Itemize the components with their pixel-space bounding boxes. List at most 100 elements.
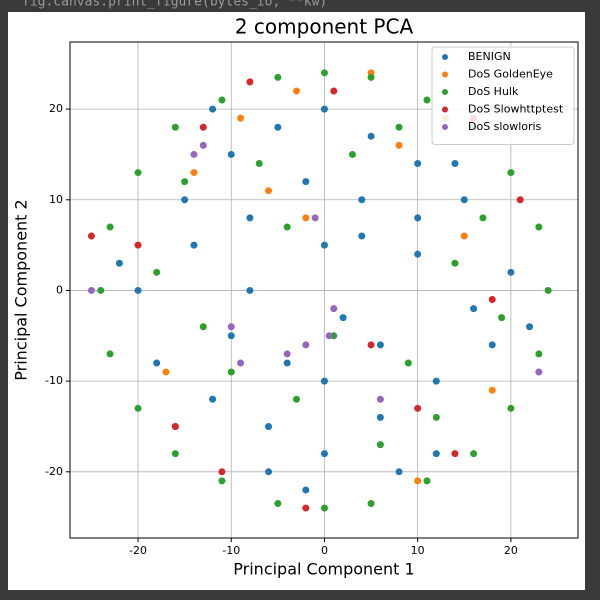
point: [134, 286, 142, 294]
point: [451, 450, 459, 458]
point: [432, 450, 440, 458]
point: [535, 350, 543, 358]
point: [432, 377, 440, 385]
legend-marker: [442, 89, 448, 95]
point: [293, 87, 301, 95]
point: [227, 323, 235, 331]
x-tick-label: -20: [129, 544, 147, 557]
point: [302, 486, 310, 494]
point: [302, 504, 310, 512]
x-tick-label: 10: [411, 544, 425, 557]
code-line: fig.canvas.print_figure(bytes_io, **kw): [22, 0, 327, 10]
point: [171, 422, 179, 430]
y-axis-label: Principal Component 2: [12, 199, 31, 380]
legend-label: DoS Hulk: [468, 85, 519, 98]
x-tick-label: 20: [504, 544, 518, 557]
point: [367, 341, 375, 349]
legend-box: [431, 46, 575, 145]
chart-title: 2 component PCA: [235, 15, 414, 39]
point: [544, 286, 552, 294]
point: [535, 223, 543, 231]
point: [181, 178, 189, 186]
point: [414, 477, 422, 485]
point: [302, 178, 310, 186]
point: [274, 500, 282, 508]
point: [199, 123, 207, 131]
x-tick-label: -10: [222, 544, 240, 557]
point: [171, 123, 179, 131]
point: [488, 386, 496, 394]
y-tick-label: -10: [45, 374, 63, 387]
point: [330, 87, 338, 95]
legend-label: DoS GoldenEye: [468, 68, 553, 81]
point: [134, 169, 142, 177]
point: [376, 413, 384, 421]
point: [246, 286, 254, 294]
point: [274, 123, 282, 131]
point: [423, 96, 431, 104]
point: [395, 123, 403, 131]
point: [199, 323, 207, 331]
point: [199, 141, 207, 149]
point: [97, 286, 105, 294]
legend-marker: [442, 71, 448, 78]
y-tick-label: 20: [49, 102, 63, 115]
point: [115, 259, 123, 267]
point: [507, 404, 515, 412]
point: [470, 305, 478, 313]
point: [320, 241, 328, 249]
point: [302, 214, 310, 222]
point: [283, 359, 291, 367]
point: [274, 73, 282, 81]
point: [106, 350, 114, 358]
point: [320, 504, 328, 512]
legend-label: DoS slowloris: [468, 120, 542, 133]
point: [348, 150, 356, 158]
point: [460, 232, 468, 240]
point: [283, 350, 291, 358]
point: [218, 477, 226, 485]
point: [479, 214, 487, 222]
point: [451, 160, 459, 168]
point: [237, 114, 245, 122]
point: [325, 332, 333, 340]
y-tick-label: 0: [56, 283, 63, 296]
y-tick-label: -20: [45, 465, 63, 478]
point: [320, 105, 328, 113]
point: [293, 395, 301, 403]
point: [423, 477, 431, 485]
point: [358, 196, 366, 204]
point: [498, 314, 506, 322]
legend-label: DoS Slowhttptest: [468, 103, 564, 116]
y-tick-label: 10: [49, 193, 63, 206]
point: [209, 395, 217, 403]
point: [218, 468, 226, 476]
point: [320, 377, 328, 385]
x-tick-label: 0: [321, 544, 328, 557]
point: [153, 359, 161, 367]
point: [134, 241, 142, 249]
point: [470, 450, 478, 458]
point: [526, 323, 534, 331]
point: [395, 468, 403, 476]
point: [367, 73, 375, 81]
point: [516, 196, 524, 204]
point: [255, 160, 263, 168]
point: [460, 196, 468, 204]
point: [311, 214, 319, 222]
point: [218, 96, 226, 104]
point: [190, 169, 198, 177]
point: [404, 359, 412, 367]
point: [414, 250, 422, 258]
point: [227, 332, 235, 340]
legend-marker: [442, 54, 448, 60]
point: [451, 259, 459, 267]
point: [376, 341, 384, 349]
x-axis-label: Principal Component 1: [233, 560, 414, 579]
point: [171, 450, 179, 458]
legend-marker: [442, 106, 448, 113]
point: [246, 214, 254, 222]
point: [330, 305, 338, 313]
